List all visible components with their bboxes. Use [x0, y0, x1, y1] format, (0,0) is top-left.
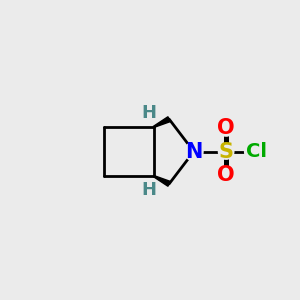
Circle shape [142, 106, 156, 120]
Text: Cl: Cl [246, 142, 267, 161]
Circle shape [244, 139, 269, 164]
Circle shape [218, 121, 234, 136]
Text: S: S [219, 142, 234, 161]
Polygon shape [154, 117, 170, 128]
Text: O: O [217, 165, 235, 184]
Circle shape [218, 167, 234, 182]
Circle shape [218, 144, 234, 159]
Text: H: H [142, 104, 157, 122]
Text: H: H [142, 181, 157, 199]
Polygon shape [154, 176, 170, 186]
Circle shape [184, 142, 203, 161]
Circle shape [142, 183, 156, 197]
Text: N: N [185, 142, 202, 161]
Text: O: O [217, 118, 235, 138]
